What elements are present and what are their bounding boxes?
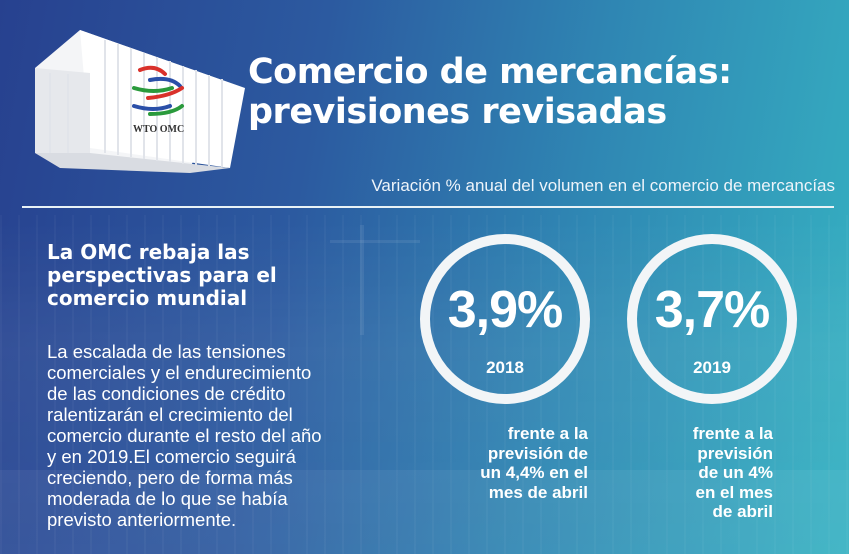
page-title: Comercio de mercancías: previsiones revi… (248, 52, 732, 132)
note-line: previsión de (487, 443, 588, 463)
body-line: previsto anteriormente. (47, 509, 237, 530)
lead-heading-line: perspectivas para el (47, 263, 277, 287)
stat-note: frente a la previsión de un 4% en el mes… (627, 424, 773, 522)
body-line: creciendo, pero de forma más (47, 467, 293, 488)
stat-ring (627, 234, 797, 404)
body-line: comercio durante el resto del año (47, 425, 322, 446)
note-line: mes de abril (488, 482, 588, 502)
subtitle: Variación % anual del volumen en el come… (371, 176, 835, 195)
note-line: un 4,4% en el (480, 463, 588, 482)
note-line: en el mes (695, 482, 774, 502)
crane-silhouette (360, 225, 364, 335)
title-line-1: Comercio de mercancías: (248, 52, 732, 92)
stat-note: frente a la previsión de un 4,4% en el m… (420, 424, 588, 502)
body-line: La escalada de las tensiones (47, 341, 286, 362)
body-line: ralentizarán el crecimiento del (47, 404, 293, 425)
note-line: frente a la (507, 424, 588, 443)
lead-heading-line: La OMC rebaja las (47, 240, 250, 264)
note-line: de un 4% (698, 463, 773, 482)
lead-heading: La OMC rebaja las perspectivas para el c… (47, 241, 367, 310)
body-line: de las condiciones de crédito (47, 383, 286, 404)
title-line-2: previsiones revisadas (248, 92, 667, 132)
logo-text: WTO OMC (133, 124, 184, 135)
note-line: previsión (697, 443, 773, 463)
note-line: de abril (712, 502, 773, 521)
note-line: frente a la (692, 424, 773, 443)
lead-heading-line: comercio mundial (47, 286, 248, 310)
divider (22, 206, 834, 208)
body-line: moderada de lo que se había (47, 488, 288, 509)
body-line: y en 2019.El comercio seguirá (47, 446, 296, 467)
body-line: comerciales y el endurecimiento (47, 362, 312, 383)
stat-year: 2019 (693, 358, 731, 377)
crane-silhouette (330, 240, 420, 243)
stat-year: 2018 (486, 358, 524, 377)
wto-container-icon: WTO OMC (35, 30, 245, 173)
ship-deck-silhouette (0, 470, 849, 554)
stat-ring (420, 234, 590, 404)
stat-value: 3,9% (447, 281, 564, 339)
stat-value: 3,7% (654, 281, 771, 339)
lead-body: La escalada de las tensiones comerciales… (47, 341, 387, 530)
